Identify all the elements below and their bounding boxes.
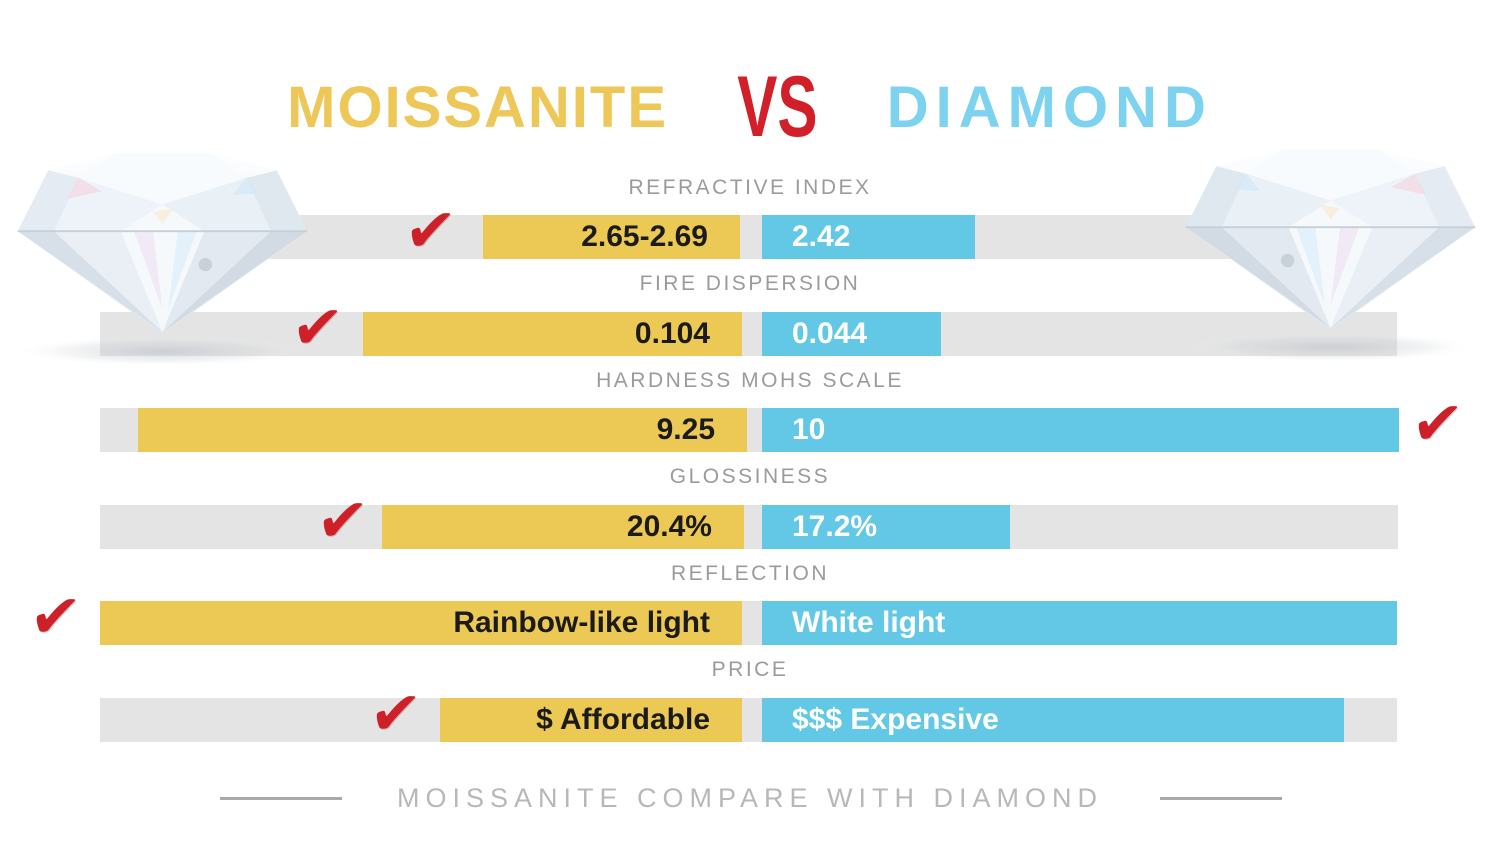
category-label-fire-dispersion: FIRE DISPERSION — [639, 272, 861, 295]
moissanite-bar: 9.25 — [138, 408, 747, 452]
comparison-row-reflection: Rainbow-like light White light ✔ — [0, 582, 1500, 652]
footer-divider-right — [1160, 797, 1282, 800]
diamond-value: $$$ Expensive — [792, 703, 999, 736]
checkmark-icon: ✔ — [313, 486, 371, 556]
category-label-hardness: HARDNESS MOHS SCALE — [596, 369, 904, 392]
category-label-glossiness: GLOSSINESS — [669, 465, 831, 488]
bar-track — [100, 505, 1398, 549]
title-vs: VS — [737, 59, 818, 155]
moissanite-value: 0.104 — [634, 317, 710, 350]
footer-divider-left — [220, 797, 342, 800]
moissanite-value: 2.65-2.69 — [581, 220, 708, 253]
moissanite-value: 20.4% — [626, 510, 712, 543]
moissanite-bar: Rainbow-like light — [100, 601, 742, 645]
moissanite-value: 9.25 — [656, 413, 715, 446]
diamond-bar: 2.42 — [762, 215, 975, 259]
diamond-bar: White light — [762, 601, 1397, 645]
category-label-reflection: REFLECTION — [670, 562, 829, 585]
diamond-value: White light — [792, 606, 946, 639]
checkmark-icon: ✔ — [401, 196, 459, 266]
comparison-row-price: $ Affordable $$$ Expensive ✔ — [0, 679, 1500, 749]
moissanite-bar: $ Affordable — [440, 698, 742, 742]
comparison-row-glossiness: 20.4% 17.2% ✔ — [0, 486, 1500, 556]
diamond-value: 0.044 — [792, 317, 868, 350]
diamond-value: 10 — [792, 413, 826, 446]
moissanite-bar: 2.65-2.69 — [483, 215, 740, 259]
bar-track — [215, 215, 1285, 259]
checkmark-icon: ✔ — [1408, 389, 1466, 459]
diamond-bar: 17.2% — [762, 505, 1010, 549]
checkmark-icon: ✔ — [366, 679, 424, 749]
footer-caption: MOISSANITE COMPARE WITH DIAMOND — [396, 783, 1103, 813]
diamond-value: 17.2% — [792, 510, 878, 543]
comparison-row-refractive-index: 2.65-2.69 2.42 ✔ — [0, 196, 1500, 266]
page-title: MOISSANITE VS DIAMOND — [0, 62, 1500, 152]
diamond-bar: 10 — [762, 408, 1399, 452]
title-moissanite: MOISSANITE — [287, 74, 669, 140]
title-diamond: DIAMOND — [886, 74, 1213, 140]
comparison-row-hardness: 9.25 10 ✔ — [0, 389, 1500, 459]
bar-track — [100, 312, 1397, 356]
diamond-bar: 0.044 — [762, 312, 941, 356]
category-label-price: PRICE — [711, 658, 789, 681]
diamond-bar: $$$ Expensive — [762, 698, 1344, 742]
checkmark-icon: ✔ — [26, 582, 84, 652]
moissanite-bar: 0.104 — [363, 312, 742, 356]
category-label-refractive-index: REFRACTIVE INDEX — [628, 176, 872, 199]
diamond-value: 2.42 — [792, 220, 851, 253]
moissanite-value: $ Affordable — [536, 703, 710, 736]
comparison-row-fire-dispersion: 0.104 0.044 ✔ — [0, 293, 1500, 363]
moissanite-gem-image — [10, 136, 315, 376]
moissanite-bar: 20.4% — [382, 505, 744, 549]
moissanite-value: Rainbow-like light — [453, 606, 710, 639]
diamond-gem-image — [1178, 132, 1483, 372]
